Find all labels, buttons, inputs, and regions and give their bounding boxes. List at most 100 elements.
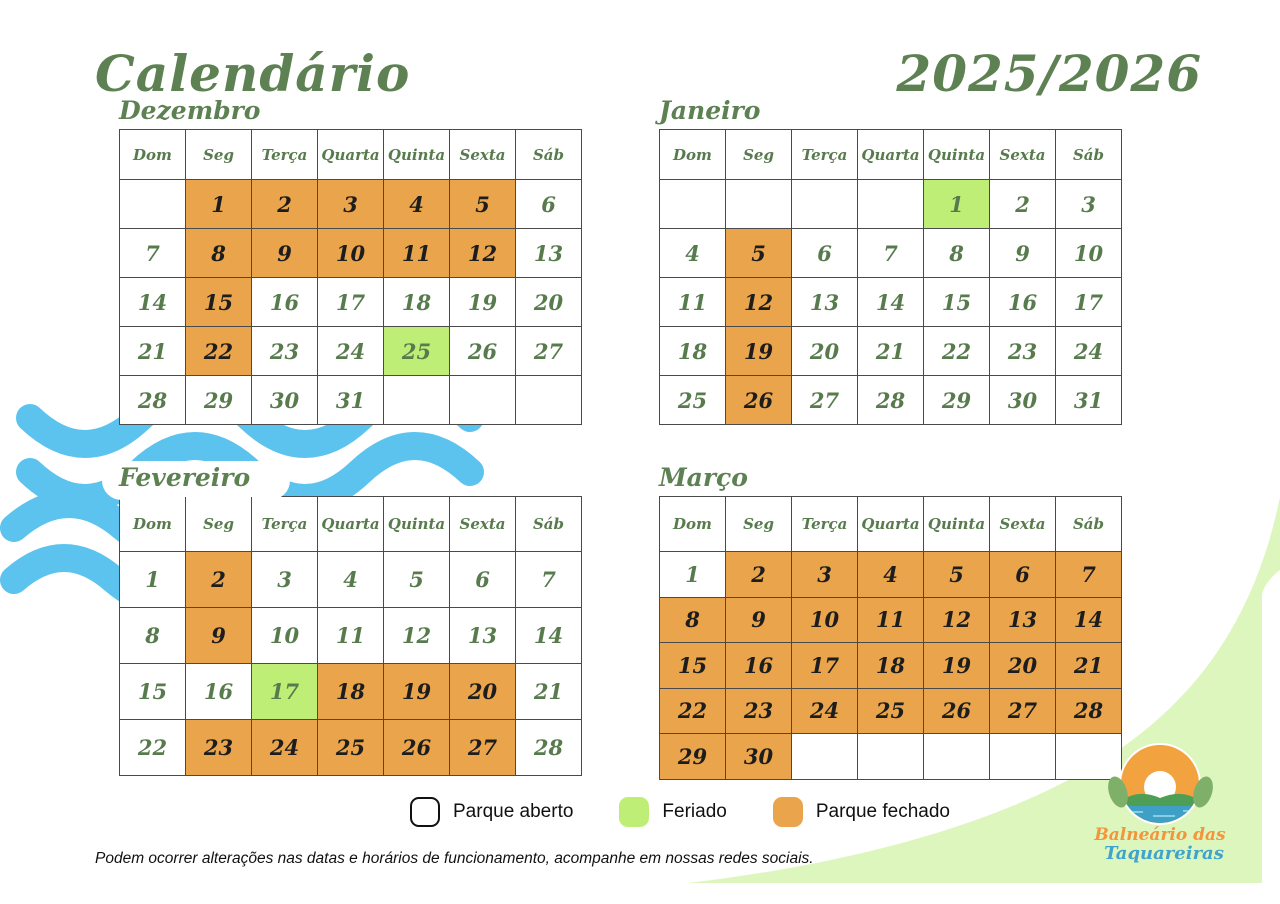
day-cell: 26 <box>924 688 990 734</box>
day-cell: 8 <box>120 608 186 664</box>
month-title: Fevereiro <box>102 461 291 500</box>
day-cell: 31 <box>318 376 384 425</box>
day-cell: 30 <box>726 734 792 780</box>
day-cell: 1 <box>660 552 726 598</box>
weekday-header: Dom <box>660 130 726 180</box>
month-janeiro: Janeiro Dom Seg Terça Quarta Quinta Sexta Sáb 1… <box>659 97 1122 425</box>
day-cell: 5 <box>924 552 990 598</box>
weekday-header: Dom <box>120 130 186 180</box>
day-cell: 10 <box>792 597 858 643</box>
day-cell: 13 <box>450 608 516 664</box>
day-cell: 28 <box>858 376 924 425</box>
day-cell: 19 <box>726 327 792 376</box>
foliage-icon <box>1108 776 1128 808</box>
day-cell: 29 <box>660 734 726 780</box>
empty-cell <box>858 734 924 780</box>
day-cell: 5 <box>384 552 450 608</box>
day-cell: 1 <box>924 180 990 229</box>
day-cell: 20 <box>450 664 516 720</box>
day-cell: 13 <box>516 229 582 278</box>
day-cell: 27 <box>990 688 1056 734</box>
balneario-logo: Balneário das Taquareiras <box>1093 743 1226 864</box>
logo-text-line2: Taquareiras <box>1104 843 1224 864</box>
day-cell: 25 <box>858 688 924 734</box>
month-title: Março <box>659 463 748 492</box>
day-cell: 24 <box>1056 327 1122 376</box>
day-cell: 14 <box>516 608 582 664</box>
day-cell: 13 <box>990 597 1056 643</box>
day-cell: 20 <box>516 278 582 327</box>
calendar-grid: Dom Seg Terça Quarta Quinta Sexta Sáb 1 2 3 4 5 6 7 8 9… <box>119 496 582 776</box>
empty-cell <box>120 180 186 229</box>
empty-cell <box>858 180 924 229</box>
day-cell: 6 <box>792 229 858 278</box>
day-cell: 22 <box>924 327 990 376</box>
day-cell: 17 <box>792 643 858 689</box>
weekday-header: Quinta <box>924 497 990 552</box>
day-cell: 9 <box>726 597 792 643</box>
empty-cell <box>726 180 792 229</box>
empty-cell <box>1056 734 1122 780</box>
foliage-icon <box>1193 776 1213 808</box>
weekday-header: Sáb <box>1056 130 1122 180</box>
weekday-header: Dom <box>660 497 726 552</box>
day-cell: 16 <box>252 278 318 327</box>
weekday-header: Sexta <box>450 130 516 180</box>
day-cell: 28 <box>120 376 186 425</box>
day-cell: 10 <box>318 229 384 278</box>
day-cell: 12 <box>384 608 450 664</box>
day-cell: 26 <box>384 720 450 776</box>
month-title: Janeiro <box>659 96 761 125</box>
day-cell: 19 <box>924 643 990 689</box>
day-cell: 8 <box>660 597 726 643</box>
day-cell: 13 <box>792 278 858 327</box>
day-cell: 9 <box>186 608 252 664</box>
day-cell: 19 <box>384 664 450 720</box>
legend-label: Parque fechado <box>815 801 951 822</box>
day-cell: 30 <box>252 376 318 425</box>
month-dezembro: Dezembro Dom Seg Terça Quarta Quinta Sexta Sáb… <box>119 97 582 425</box>
day-cell: 9 <box>990 229 1056 278</box>
empty-cell <box>660 180 726 229</box>
day-cell: 16 <box>726 643 792 689</box>
day-cell: 11 <box>384 229 450 278</box>
day-cell: 20 <box>990 643 1056 689</box>
day-cell: 7 <box>858 229 924 278</box>
day-cell: 18 <box>660 327 726 376</box>
day-cell: 15 <box>660 643 726 689</box>
day-cell: 3 <box>252 552 318 608</box>
weekday-header: Sáb <box>516 497 582 552</box>
day-cell: 24 <box>252 720 318 776</box>
day-cell: 4 <box>318 552 384 608</box>
weekday-header: Terça <box>252 130 318 180</box>
day-cell: 7 <box>516 552 582 608</box>
day-cell: 6 <box>990 552 1056 598</box>
legend-item-open: Parque aberto <box>410 797 573 827</box>
empty-cell <box>792 180 858 229</box>
day-cell: 19 <box>450 278 516 327</box>
day-cell: 8 <box>924 229 990 278</box>
weekday-header: Quarta <box>858 497 924 552</box>
day-cell: 28 <box>1056 688 1122 734</box>
day-cell: 11 <box>858 597 924 643</box>
weekday-header: Sáb <box>516 130 582 180</box>
day-cell: 14 <box>120 278 186 327</box>
legend-item-closed: Parque fechado <box>772 797 951 827</box>
weekday-header: Sexta <box>990 130 1056 180</box>
day-cell: 18 <box>858 643 924 689</box>
day-cell: 22 <box>186 327 252 376</box>
day-cell: 5 <box>450 180 516 229</box>
weekday-header: Seg <box>186 130 252 180</box>
month-fevereiro: Fevereiro Dom Seg Terça Quarta Quinta Sexta Sá… <box>102 461 582 776</box>
day-cell: 20 <box>792 327 858 376</box>
day-cell: 12 <box>726 278 792 327</box>
day-cell: 2 <box>726 552 792 598</box>
day-cell: 22 <box>660 688 726 734</box>
day-cell: 1 <box>120 552 186 608</box>
empty-cell <box>384 376 450 425</box>
day-cell: 21 <box>516 664 582 720</box>
month-marco: Março Dom Seg Terça Quarta Quinta Sexta Sáb 1 2 3… <box>659 464 1122 780</box>
day-cell: 22 <box>120 720 186 776</box>
empty-cell <box>516 376 582 425</box>
day-cell: 14 <box>1056 597 1122 643</box>
